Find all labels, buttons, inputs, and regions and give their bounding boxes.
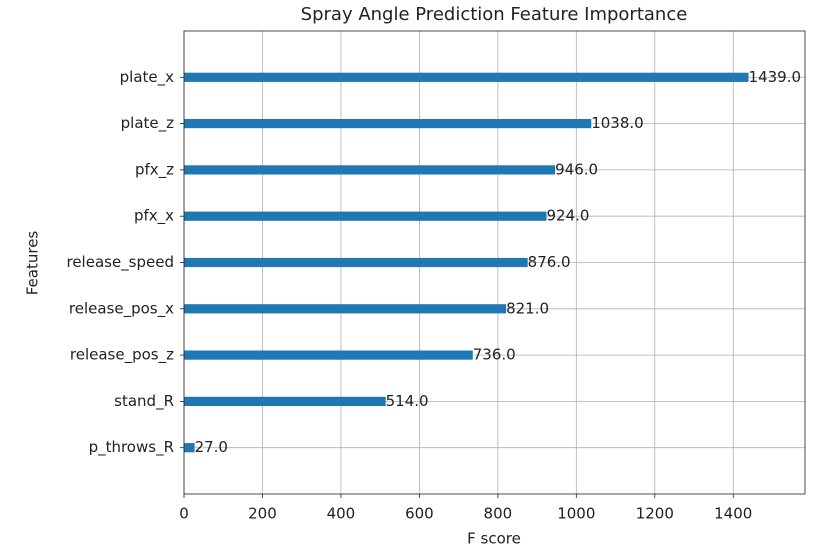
value-label: 946.0: [555, 160, 598, 178]
y-axis-label: Features: [24, 231, 42, 296]
x-tick-label: 1200: [636, 505, 674, 523]
bar: [184, 304, 507, 314]
x-tick-label: 1000: [557, 505, 595, 523]
y-tick-label: stand_R: [114, 392, 174, 411]
y-tick-label: release_speed: [66, 253, 174, 272]
y-tick-label: p_throws_R: [89, 438, 174, 457]
value-label: 924.0: [547, 207, 590, 225]
x-axis-label: F score: [467, 530, 521, 548]
value-label: 736.0: [473, 346, 516, 364]
bar: [184, 211, 547, 221]
chart-title: Spray Angle Prediction Feature Importanc…: [301, 4, 688, 25]
x-tick-label: 1400: [714, 505, 752, 523]
x-tick-label: 400: [327, 505, 356, 523]
value-label: 514.0: [386, 392, 429, 410]
bar: [184, 350, 473, 360]
value-label: 27.0: [195, 438, 228, 456]
plot-frame: [183, 30, 806, 495]
value-label: 876.0: [528, 253, 571, 271]
bar: [184, 119, 592, 129]
x-tick-label: 600: [405, 505, 434, 523]
bar: [184, 396, 386, 406]
x-tick-label: 0: [179, 505, 189, 523]
y-tick-label: release_pos_x: [69, 299, 174, 318]
y-tick-label: plate_z: [121, 114, 174, 133]
bar: [184, 257, 528, 268]
y-tick-label: pfx_x: [134, 207, 174, 226]
x-tick-label: 800: [484, 505, 513, 523]
y-tick-label: plate_x: [120, 68, 174, 87]
bar: [184, 165, 556, 175]
value-label: 1439.0: [749, 68, 802, 86]
value-label: 821.0: [506, 299, 549, 317]
y-tick-label: pfx_z: [135, 160, 174, 179]
bar: [184, 443, 195, 453]
bar: [184, 72, 749, 82]
y-tick-label: release_pos_z: [70, 346, 174, 365]
value-label: 1038.0: [591, 114, 644, 132]
x-tick-label: 200: [248, 505, 277, 523]
